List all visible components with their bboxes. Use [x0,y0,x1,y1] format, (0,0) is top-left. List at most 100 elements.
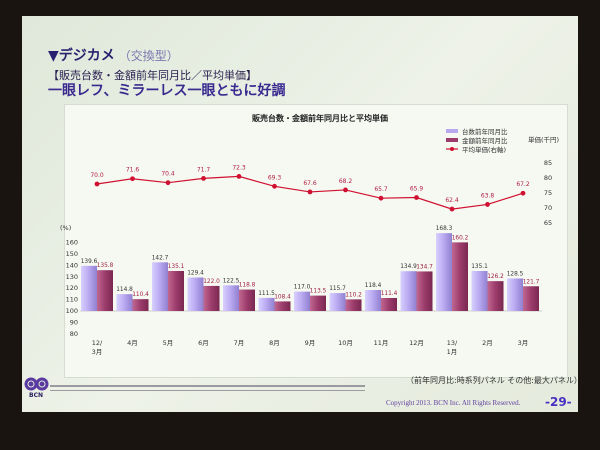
bar-value [168,270,184,311]
label-value: 122.0 [203,279,220,285]
category-label: 9月 [305,339,316,347]
left-axis-tick: 90 [70,318,78,326]
category-label: 12月 [409,339,424,347]
bar-value [487,281,504,311]
legend-marker-price [450,147,454,151]
label-units: 122.5 [223,278,240,284]
bar-units [365,290,381,311]
price-point [94,181,100,187]
price-label: 63.8 [481,192,495,199]
bar-units [294,291,310,311]
left-axis-tick: 80 [70,330,78,338]
price-label: 65.7 [374,186,388,193]
legend-label-price: 平均単価(右軸) [462,145,506,154]
label-value: 108.4 [274,294,291,300]
bar-value [203,285,220,311]
price-label: 67.6 [303,180,317,187]
bar-units [471,270,488,311]
left-axis-tick: 140 [66,261,78,269]
price-point [520,190,526,196]
category-label: 2月 [482,339,493,347]
slide-headline: 一眼レフ、ミラーレス一眼ともに好調 [48,83,286,99]
label-units: 129.4 [187,270,204,276]
category-label: 3月 [92,348,103,356]
heading-sub: （交換型） [118,49,179,63]
chart-title: 販売台数・金額前年同月比と平均単価 [252,113,388,123]
price-point [165,180,171,186]
left-axis-tick: 120 [66,284,78,292]
label-value: 110.4 [132,292,149,298]
label-units: 111.5 [258,291,275,297]
svg-text:BCN: BCN [29,392,43,398]
category-label: 13/ [447,339,458,347]
label-units: 139.6 [81,259,98,265]
bar-units [81,265,97,311]
legend: 台数前年同月比 金額前年同月比 平均単価(右軸) [446,127,508,154]
price-label: 67.2 [516,181,530,188]
bar-units [258,297,275,311]
label-value: 134.7 [416,264,433,270]
footer-rule [50,385,365,387]
price-point [272,183,277,189]
chart-panel [64,104,568,378]
label-value: 121.7 [523,279,540,285]
slide-subheading: 【販売台数・金額前年同月比／平均単価】 [48,69,257,82]
right-axis-tick: 75 [544,189,552,197]
price-label: 71.6 [126,167,140,174]
left-axis-tick: 100 [66,307,78,315]
footnote: （前年同月比:時系列パネル その他:最大パネル） [406,376,582,385]
bar-units [329,293,346,311]
copyright: Copyright 2013. BCN Inc. All Rights Rese… [386,399,521,407]
price-point [343,187,348,193]
label-value: 126.2 [487,274,504,280]
label-value: 118.8 [239,283,256,289]
bar-value [239,289,255,311]
heading-text: ▼デジカメ [48,48,115,64]
label-units: 134.9 [400,264,417,270]
bar-value [274,301,291,311]
label-units: 168.3 [436,226,453,232]
label-value: 110.2 [345,292,362,298]
bar-units [152,262,168,311]
price-point [449,206,455,212]
price-label: 62.4 [445,197,459,204]
footer-rule [50,390,365,391]
legend-swatch-value [446,138,458,142]
price-point [378,195,384,201]
label-units: 118.4 [365,283,382,289]
label-units: 114.8 [116,287,133,293]
category-label: 5月 [163,339,174,347]
bar-units [116,294,133,311]
bar-units [187,277,204,311]
label-value: 160.2 [452,235,469,241]
price-label: 69.3 [268,174,282,181]
price-label: 70.0 [90,172,104,179]
bar-value [132,299,149,311]
category-label: 8月 [269,339,280,347]
left-axis-tick: 130 [66,273,78,281]
label-units: 135.1 [471,264,488,270]
category-label: 3月 [518,339,529,347]
category-label: 12/ [92,339,103,347]
left-axis-tick: 110 [66,296,78,304]
bar-value [97,270,113,311]
legend-swatch-units [446,129,458,133]
bar-value [345,299,362,311]
bar-units [436,233,452,311]
price-label: 65.9 [410,186,424,193]
bar-units [507,278,523,311]
price-point [236,174,242,179]
right-axis-label: 単価(千円) [528,135,559,144]
price-label: 68.2 [339,178,353,185]
label-value: 135.8 [97,263,114,269]
left-axis-tick: 150 [66,250,78,258]
category-label: 11月 [374,339,389,347]
bar-units [400,271,417,311]
label-value: 111.4 [381,291,398,297]
price-point [307,189,313,195]
category-label: 10月 [338,339,353,347]
bar-value [381,298,397,311]
price-label: 70.4 [161,171,175,178]
label-value: 113.5 [310,289,327,295]
